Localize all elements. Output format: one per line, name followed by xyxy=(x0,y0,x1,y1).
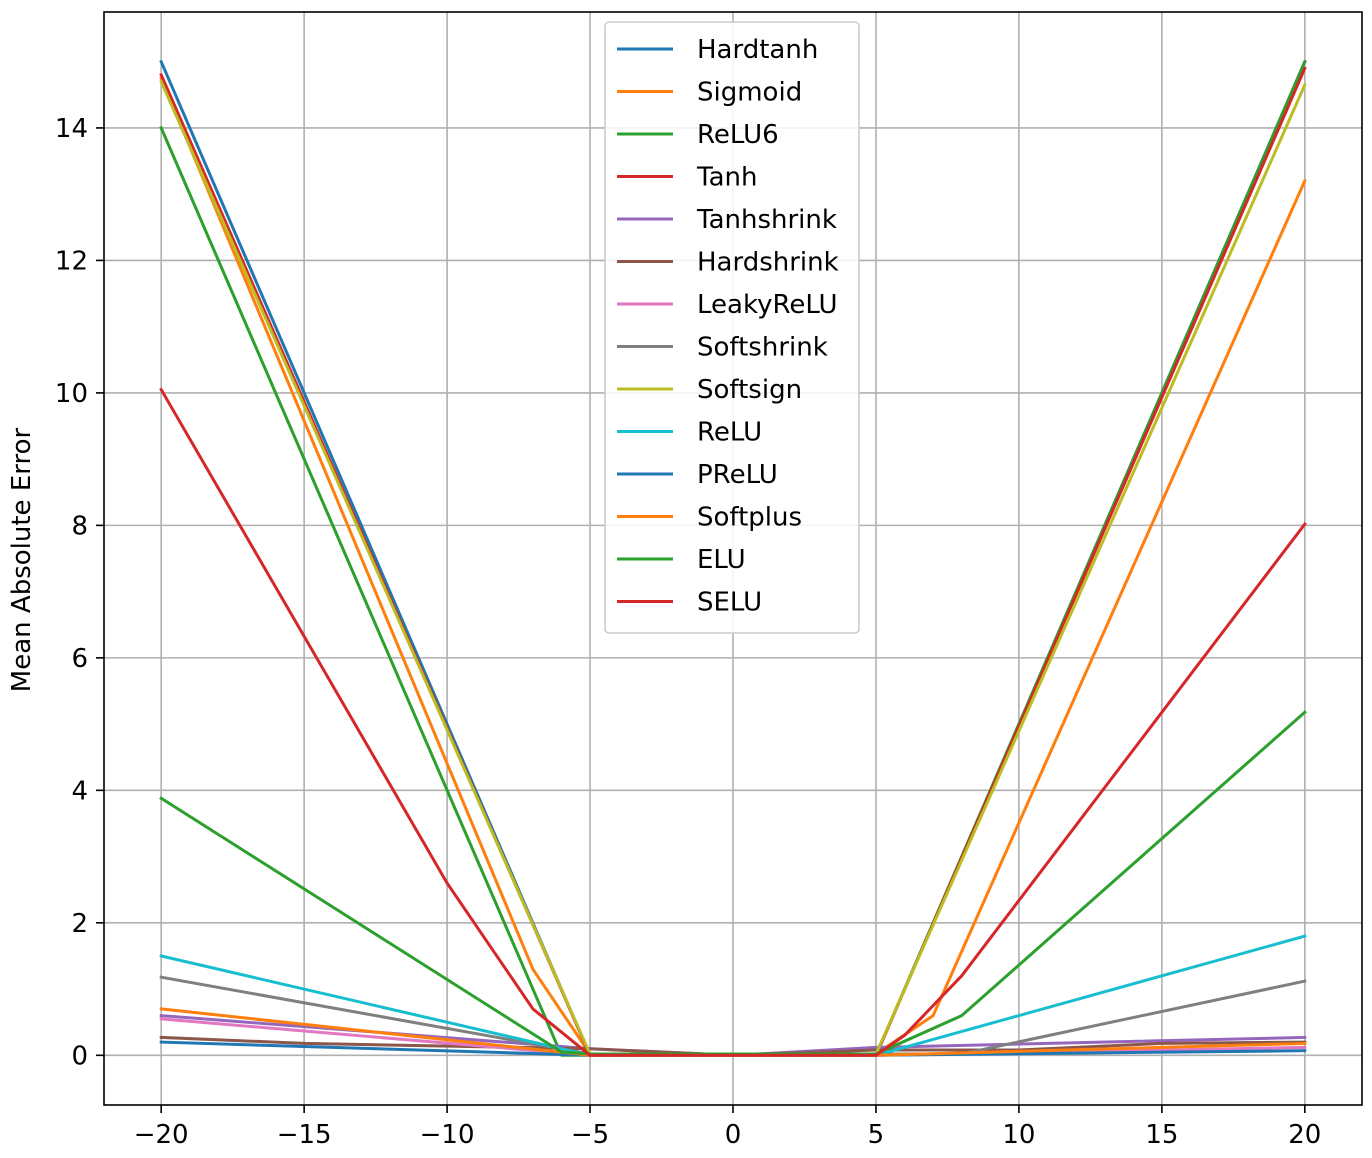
series-line-selu xyxy=(159,387,1307,1057)
y-axis-label: Mean Absolute Error xyxy=(7,428,37,693)
y-tick-label: 12 xyxy=(55,246,88,276)
legend-label: Tanh xyxy=(696,163,757,193)
y-tick-label: 0 xyxy=(71,1041,88,1071)
legend: Hardtanh Sigmoid ReLU6 Tanh Tanhshrink Hardsh… xyxy=(604,21,860,634)
legend-label: SELU xyxy=(697,588,762,618)
x-tick-label: −10 xyxy=(420,1120,475,1150)
legend-label: ELU xyxy=(697,545,746,575)
legend-label: Hardshrink xyxy=(697,248,839,278)
x-tick-label: 5 xyxy=(868,1120,885,1150)
legend-label: ReLU xyxy=(697,418,762,448)
legend-label: Softsign xyxy=(697,375,802,405)
x-tick-label: −5 xyxy=(571,1120,609,1150)
legend-label: Softplus xyxy=(697,503,802,533)
legend-label: Sigmoid xyxy=(697,78,802,108)
x-tick-label: 20 xyxy=(1288,1120,1321,1150)
x-tick-label: 15 xyxy=(1145,1120,1178,1150)
y-tick-label: 4 xyxy=(71,776,88,806)
y-tick-label: 10 xyxy=(55,379,88,409)
legend-box xyxy=(604,21,860,634)
legend-label: Hardtanh xyxy=(697,35,818,65)
axis-ticks: −20 −15 −10 −5 0 5 10 15 20 0 2 4 6 8 10 12 14 xyxy=(55,114,1321,1150)
legend-label: Tanhshrink xyxy=(696,205,837,235)
x-tick-label: 10 xyxy=(1002,1120,1035,1150)
series-lines xyxy=(159,59,1307,1057)
y-tick-label: 6 xyxy=(71,644,88,674)
legend-label: ReLU6 xyxy=(697,120,779,150)
x-tick-label: −20 xyxy=(134,1120,189,1150)
legend-label: Softshrink xyxy=(697,333,828,363)
legend-label: LeakyReLU xyxy=(697,290,838,320)
x-tick-label: −15 xyxy=(277,1120,332,1150)
y-tick-label: 14 xyxy=(55,114,88,144)
legend-label: PReLU xyxy=(697,460,778,490)
y-tick-label: 2 xyxy=(71,909,88,939)
y-tick-label: 8 xyxy=(71,511,88,541)
x-tick-label: 0 xyxy=(725,1120,742,1150)
